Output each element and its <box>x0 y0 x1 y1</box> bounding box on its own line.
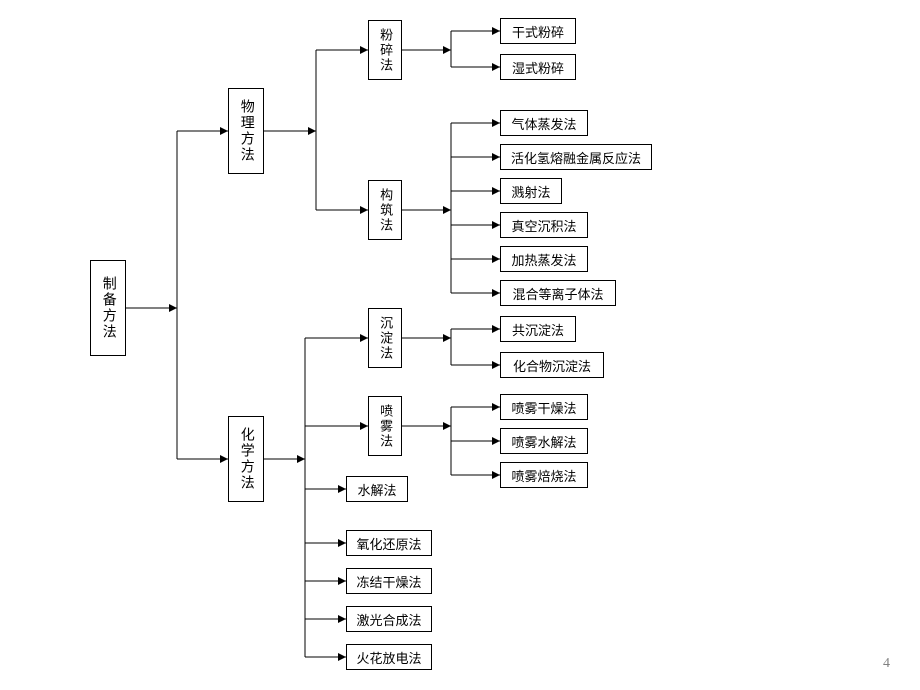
node-label-root: 制备方法 <box>100 276 115 340</box>
node-yanghua: 氧化还原法 <box>346 530 432 556</box>
node-root: 制备方法 <box>90 260 126 356</box>
node-qiti: 气体蒸发法 <box>500 110 588 136</box>
node-pwshuijie: 喷雾水解法 <box>500 428 588 454</box>
node-label-zhenkong: 真空沉积法 <box>511 216 576 235</box>
node-ganshi: 干式粉碎 <box>500 18 576 44</box>
node-chem: 化学方法 <box>228 416 264 502</box>
node-hunhe: 混合等离子体法 <box>500 280 616 306</box>
node-huohua2: 活化氢熔融金属反应法 <box>500 144 652 170</box>
node-label-dongjie: 冻结干燥法 <box>356 572 421 591</box>
node-label-fensui: 粉碎法 <box>378 28 392 73</box>
node-label-pwganzao: 喷雾干燥法 <box>511 398 576 417</box>
node-pwbeishao: 喷雾焙烧法 <box>500 462 588 488</box>
node-chendian: 沉淀法 <box>368 308 402 368</box>
node-label-huohua: 火花放电法 <box>356 648 421 667</box>
node-label-pwbeishao: 喷雾焙烧法 <box>511 466 576 485</box>
node-label-shuijie: 水解法 <box>357 480 396 499</box>
connectors <box>0 0 920 690</box>
node-label-huohua2: 活化氢熔融金属反应法 <box>511 148 641 167</box>
node-label-chendian: 沉淀法 <box>378 316 392 361</box>
node-label-penwu: 喷雾法 <box>378 404 392 449</box>
node-huohua: 火花放电法 <box>346 644 432 670</box>
node-fensui: 粉碎法 <box>368 20 402 80</box>
node-label-gouzhu: 构筑法 <box>378 188 392 233</box>
node-label-yanghua: 氧化还原法 <box>356 534 421 553</box>
node-label-pwshuijie: 喷雾水解法 <box>511 432 576 451</box>
node-zhenkong: 真空沉积法 <box>500 212 588 238</box>
node-label-hunhe: 混合等离子体法 <box>512 284 603 303</box>
node-shishi: 湿式粉碎 <box>500 54 576 80</box>
node-label-qiti: 气体蒸发法 <box>511 114 576 133</box>
node-penwu: 喷雾法 <box>368 396 402 456</box>
node-label-huahechen: 化合物沉淀法 <box>513 356 591 375</box>
node-label-ganshi: 干式粉碎 <box>512 22 564 41</box>
diagram-stage: 制备方法 物理方法化学方法 粉碎法构筑法沉淀法喷雾法水解法氧化还原法冻结干燥法激光合… <box>0 0 920 690</box>
node-label-gongchen: 共沉淀法 <box>512 320 564 339</box>
node-jiguang: 激光合成法 <box>346 606 432 632</box>
page-number: 4 <box>883 656 890 672</box>
node-shuijie: 水解法 <box>346 476 408 502</box>
node-gouzhu: 构筑法 <box>368 180 402 240</box>
node-label-jiguang: 激光合成法 <box>356 610 421 629</box>
node-jiare: 加热蒸发法 <box>500 246 588 272</box>
node-label-chem: 化学方法 <box>238 427 253 491</box>
node-label-jianshe: 溅射法 <box>511 182 550 201</box>
node-pwganzao: 喷雾干燥法 <box>500 394 588 420</box>
node-gongchen: 共沉淀法 <box>500 316 576 342</box>
node-label-phys: 物理方法 <box>238 99 253 163</box>
node-phys: 物理方法 <box>228 88 264 174</box>
node-huahechen: 化合物沉淀法 <box>500 352 604 378</box>
node-label-shishi: 湿式粉碎 <box>512 58 564 77</box>
node-label-jiare: 加热蒸发法 <box>511 250 576 269</box>
node-dongjie: 冻结干燥法 <box>346 568 432 594</box>
node-jianshe: 溅射法 <box>500 178 562 204</box>
